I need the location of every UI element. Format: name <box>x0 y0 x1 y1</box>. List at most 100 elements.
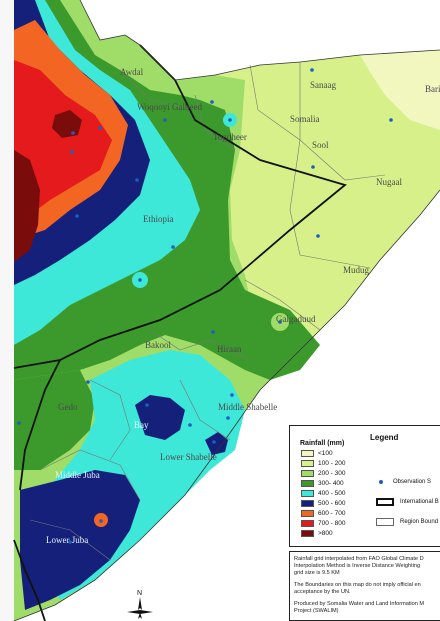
notes-line: Project (SWALIM) <box>294 608 339 614</box>
legend-item-label: 300- 400 <box>318 479 344 487</box>
map-left-margin <box>0 0 14 621</box>
coastline-east <box>13 189 440 621</box>
north-label: N <box>137 590 142 597</box>
legend-swatch <box>301 489 314 497</box>
station-dot <box>316 234 320 238</box>
station-dot <box>210 100 214 104</box>
station-dot <box>389 118 393 122</box>
legend-item-label: <100 <box>318 449 333 457</box>
legend-item: 100 - 200 <box>301 458 345 468</box>
observation-stations <box>17 68 393 544</box>
legend-swatch <box>301 519 314 527</box>
legend-title: Legend <box>370 433 399 442</box>
region-boundaries <box>29 62 386 561</box>
north-arrow-icon: N <box>127 590 153 619</box>
label-gedo: Gedo <box>58 402 78 412</box>
rain-zone-700-800 <box>14 60 112 220</box>
notes-line: Rainfall grid interpolated from FAO Glob… <box>294 556 424 562</box>
rain-zone-gt800-patch <box>52 110 82 138</box>
station-dot <box>98 126 102 130</box>
north-arrow-head <box>138 597 142 610</box>
label-awdal: Awdal <box>120 67 144 77</box>
legend-item: 200 - 300 <box>301 468 345 478</box>
label-bakool: Bakool <box>145 340 171 350</box>
label-galgaduud: Galgaduud <box>276 314 316 324</box>
map-notes: Rainfall grid interpolated from FAO Glob… <box>289 551 440 621</box>
legend-observation-symbol: Observation S <box>376 479 431 485</box>
legend-item-label: >800 <box>318 529 333 537</box>
station-dot <box>230 393 234 397</box>
legend-item-label: 100 - 200 <box>318 459 346 467</box>
label-sool: Sool <box>312 140 329 150</box>
legend-swatch <box>301 479 314 487</box>
notes-line: Interpolation Method is Inverse Distance… <box>294 563 421 569</box>
station-dot <box>135 178 139 182</box>
station-dot <box>311 165 315 169</box>
legend-international-label: International B <box>400 499 439 505</box>
label-middle-shabelle: Middle Shabelle <box>218 402 277 412</box>
legend-item: <100 <box>301 448 333 458</box>
station-dot <box>138 278 142 282</box>
legend-item: 300- 400 <box>301 478 344 488</box>
legend-swatch <box>301 449 314 457</box>
legend-rainfall-title: Rainfall (mm) <box>300 440 345 447</box>
legend-item: 600 - 700 <box>301 508 345 518</box>
station-dot <box>228 118 232 122</box>
rain-zone-500-600-south <box>20 470 140 610</box>
rain-zone-lt100 <box>360 50 440 130</box>
label-bari: Bari <box>425 84 440 94</box>
label-middle-juba: Middle Juba <box>55 470 100 480</box>
legend-swatch <box>301 509 314 517</box>
legend-observation-label: Observation S <box>393 479 432 485</box>
map-legend: Legend Rainfall (mm) <100 100 - 200 200 … <box>289 425 440 547</box>
station-dot <box>99 519 103 523</box>
label-bay: Bay <box>134 420 149 430</box>
label-lower-shabelle: Lower Shabelle <box>160 452 217 462</box>
legend-item: >800 <box>301 528 333 538</box>
label-woqooyi-galbeed: Woqooyi Galbeed <box>137 102 203 112</box>
legend-item-label: 400 - 500 <box>318 489 346 497</box>
legend-item: 400 - 500 <box>301 488 345 498</box>
rain-zone-300-400-south <box>14 370 95 470</box>
station-dot <box>278 320 282 324</box>
notes-line: acceptance by the UN. <box>294 589 351 595</box>
station-dot <box>75 214 79 218</box>
station-dot <box>71 131 75 135</box>
label-sanaag: Sanaag <box>310 80 336 90</box>
region-boundary-icon <box>376 518 394 526</box>
station-dot <box>70 150 74 154</box>
legend-item-label: 200 - 300 <box>318 469 346 477</box>
rain-zone-gt800 <box>14 150 40 262</box>
legend-item-label: 600 - 700 <box>318 509 346 517</box>
legend-swatch <box>301 499 314 507</box>
rain-zone-500-600-patch2 <box>205 432 228 455</box>
legend-item-label: 700 - 800 <box>318 519 346 527</box>
observation-dot-icon <box>379 480 383 484</box>
coastline <box>79 0 440 81</box>
notes-line: grid size is 9.5 KM <box>294 570 340 576</box>
notes-text: Produced by Somalia Water and Land Infor… <box>294 601 440 615</box>
international-boundary-icon <box>376 498 394 506</box>
label-hiraan: Hiraan <box>217 344 242 354</box>
legend-swatch <box>301 459 314 467</box>
label-nugaal: Nugaal <box>376 177 402 187</box>
legend-international-symbol: International B <box>376 498 439 506</box>
label-togdheer: Togdheer <box>213 132 247 142</box>
station-dot <box>211 330 215 334</box>
label-mudug: Mudug <box>343 265 370 275</box>
station-dot <box>171 245 175 249</box>
legend-item-label: 500 - 600 <box>318 499 346 507</box>
notes-line: The Boundaries on this map do not imply … <box>294 582 421 588</box>
station-dot <box>86 380 90 384</box>
label-ethiopia: Ethiopia <box>143 214 174 224</box>
legend-swatch <box>301 529 314 537</box>
notes-text: Rainfall grid interpolated from FAO Glob… <box>294 556 440 577</box>
legend-region-symbol: Region Bound <box>376 518 438 526</box>
station-dot <box>310 68 314 72</box>
notes-line: Produced by Somalia Water and Land Infor… <box>294 601 425 607</box>
legend-item: 500 - 600 <box>301 498 345 508</box>
station-dot <box>17 421 21 425</box>
legend-region-label: Region Bound <box>400 519 439 525</box>
legend-item: 700 - 800 <box>301 518 345 528</box>
